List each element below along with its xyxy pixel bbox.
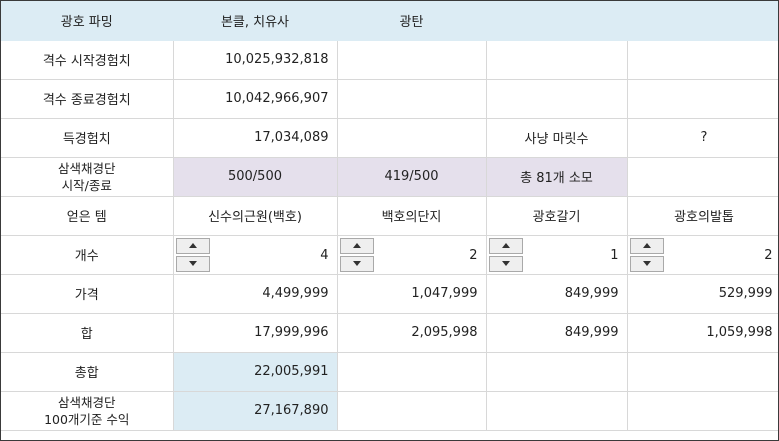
spin-up-button[interactable] bbox=[629, 237, 664, 254]
empty-cell[interactable] bbox=[485, 78, 628, 119]
empty-cell[interactable] bbox=[626, 351, 778, 392]
count-value: 1 bbox=[610, 247, 619, 263]
triangle-down-icon bbox=[188, 261, 197, 266]
sum-value[interactable]: 849,999 bbox=[485, 312, 628, 353]
revenue-label-line2: 100개기준 수익 bbox=[44, 411, 130, 427]
price-value[interactable]: 1,047,999 bbox=[336, 273, 487, 314]
price-label: 가격 bbox=[1, 273, 174, 314]
count-stepper[interactable]: 2 bbox=[336, 234, 487, 275]
revenue-value[interactable]: 27,167,890 bbox=[172, 390, 338, 431]
count-value: 2 bbox=[469, 247, 478, 263]
hunt-count-label: 사냥 마릿수 bbox=[485, 117, 628, 158]
row-dice: 삼색채경단 시작/종료 500/500 419/500 총 81개 소모 bbox=[1, 156, 778, 197]
empty-cell[interactable] bbox=[336, 390, 487, 431]
item-name[interactable]: 광호의발톱 bbox=[626, 195, 778, 236]
count-label: 개수 bbox=[1, 234, 174, 275]
spin-up-button[interactable] bbox=[488, 237, 523, 254]
dice-consumed-total[interactable]: 총 81개 소모 bbox=[485, 156, 628, 197]
spin-control bbox=[487, 236, 526, 273]
dice-start-end-value-2[interactable]: 419/500 bbox=[336, 156, 487, 197]
empty-cell[interactable] bbox=[485, 390, 628, 431]
triangle-up-icon bbox=[188, 243, 197, 248]
sum-label: 합 bbox=[1, 312, 174, 353]
sum-value[interactable]: 17,999,996 bbox=[172, 312, 338, 353]
count-stepper[interactable]: 1 bbox=[485, 234, 628, 275]
empty-cell[interactable] bbox=[336, 78, 487, 119]
count-value: 4 bbox=[320, 247, 329, 263]
empty-cell[interactable] bbox=[336, 117, 487, 158]
farming-table: 광호 파밍 본클, 치유사 광탄 격수 시작경험치 10,025,932,818… bbox=[1, 1, 778, 431]
end-exp-value[interactable]: 10,042,966,907 bbox=[172, 78, 338, 119]
header-empty-cell[interactable] bbox=[626, 1, 778, 41]
total-value[interactable]: 22,005,991 bbox=[172, 351, 338, 392]
row-items: 얻은 템 신수의근원(백호) 백호의단지 광호갈기 광호의발톱 bbox=[1, 195, 778, 236]
price-value[interactable]: 4,499,999 bbox=[172, 273, 338, 314]
empty-cell[interactable] bbox=[485, 39, 628, 80]
row-revenue: 삼색채경단 100개기준 수익 27,167,890 bbox=[1, 390, 778, 431]
count-stepper[interactable]: 4 bbox=[172, 234, 338, 275]
price-value[interactable]: 529,999 bbox=[626, 273, 778, 314]
start-exp-value[interactable]: 10,025,932,818 bbox=[172, 39, 338, 80]
count-stepper[interactable]: 2 bbox=[626, 234, 778, 275]
start-exp-label: 격수 시작경험치 bbox=[1, 39, 174, 80]
row-gained-exp: 득경험치 17,034,089 사냥 마릿수 ? bbox=[1, 117, 778, 158]
triangle-down-icon bbox=[501, 261, 510, 266]
total-label: 총합 bbox=[1, 351, 174, 392]
spin-down-button[interactable] bbox=[629, 255, 664, 272]
gained-exp-label: 득경험치 bbox=[1, 117, 174, 158]
triangle-up-icon bbox=[501, 243, 510, 248]
spin-down-button[interactable] bbox=[175, 255, 210, 272]
header-empty-cell[interactable] bbox=[485, 1, 628, 41]
dice-label-line1: 삼색채경단 bbox=[57, 160, 116, 176]
spin-down-button[interactable] bbox=[339, 255, 374, 272]
item-name[interactable]: 신수의근원(백호) bbox=[172, 195, 338, 236]
header-title[interactable]: 광호 파밍 bbox=[1, 1, 174, 41]
price-value[interactable]: 849,999 bbox=[485, 273, 628, 314]
items-label: 얻은 템 bbox=[1, 195, 174, 236]
empty-cell[interactable] bbox=[336, 351, 487, 392]
triangle-up-icon bbox=[352, 243, 361, 248]
item-name[interactable]: 백호의단지 bbox=[336, 195, 487, 236]
row-total: 총합 22,005,991 bbox=[1, 351, 778, 392]
triangle-down-icon bbox=[352, 261, 361, 266]
header-row: 광호 파밍 본클, 치유사 광탄 bbox=[1, 1, 778, 41]
spin-up-button[interactable] bbox=[339, 237, 374, 254]
item-name[interactable]: 광호갈기 bbox=[485, 195, 628, 236]
revenue-label-line1: 삼색채경단 bbox=[57, 394, 116, 410]
header-party[interactable]: 본클, 치유사 bbox=[172, 1, 338, 41]
revenue-label: 삼색채경단 100개기준 수익 bbox=[1, 390, 174, 431]
empty-cell[interactable] bbox=[626, 39, 778, 80]
row-sum: 합 17,999,996 2,095,998 849,999 1,059,998 bbox=[1, 312, 778, 353]
row-count: 개수 4 2 1 2 bbox=[1, 234, 778, 275]
spin-down-button[interactable] bbox=[488, 255, 523, 272]
empty-cell[interactable] bbox=[626, 390, 778, 431]
sum-value[interactable]: 2,095,998 bbox=[336, 312, 487, 353]
empty-cell[interactable] bbox=[336, 39, 487, 80]
empty-cell[interactable] bbox=[626, 78, 778, 119]
end-exp-label: 격수 종료경험치 bbox=[1, 78, 174, 119]
spin-control bbox=[174, 236, 213, 273]
spin-up-button[interactable] bbox=[175, 237, 210, 254]
dice-start-end-value[interactable]: 500/500 bbox=[172, 156, 338, 197]
spin-control bbox=[628, 236, 667, 273]
dice-label: 삼색채경단 시작/종료 bbox=[1, 156, 174, 197]
hunt-count-value[interactable]: ? bbox=[626, 117, 778, 158]
row-price: 가격 4,499,999 1,047,999 849,999 529,999 bbox=[1, 273, 778, 314]
count-value: 2 bbox=[764, 247, 773, 263]
triangle-down-icon bbox=[642, 261, 651, 266]
header-hunting-ground[interactable]: 광탄 bbox=[336, 1, 487, 41]
row-end-exp: 격수 종료경험치 10,042,966,907 bbox=[1, 78, 778, 119]
dice-label-line2: 시작/종료 bbox=[61, 177, 112, 193]
gained-exp-value[interactable]: 17,034,089 bbox=[172, 117, 338, 158]
sum-value[interactable]: 1,059,998 bbox=[626, 312, 778, 353]
empty-cell[interactable] bbox=[626, 156, 778, 197]
spin-control bbox=[338, 236, 377, 273]
empty-cell[interactable] bbox=[485, 351, 628, 392]
row-start-exp: 격수 시작경험치 10,025,932,818 bbox=[1, 39, 778, 80]
triangle-up-icon bbox=[642, 243, 651, 248]
